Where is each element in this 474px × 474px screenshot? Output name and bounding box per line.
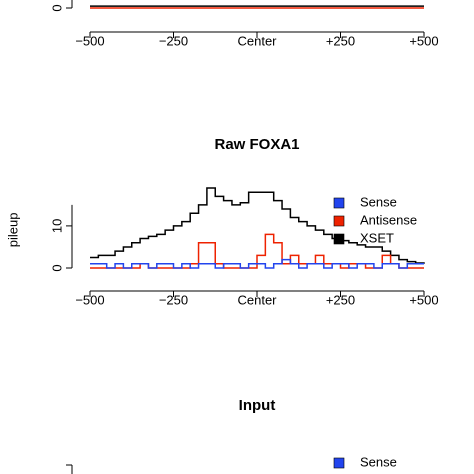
x-tick-label: Center [237,292,277,307]
series-line [90,258,424,269]
x-tick-label: +250 [326,33,355,48]
series-line [90,187,425,264]
x-tick-label: +500 [409,33,438,48]
legend-label: Sense [360,194,397,209]
x-tick-label: −500 [75,292,104,307]
x-tick-label: +500 [409,292,438,307]
chart-title: Raw FOXA1 [214,136,299,153]
y-tick-label: 10 [49,219,64,233]
x-tick-label: Center [237,33,277,48]
x-tick-label: −250 [159,33,188,48]
chart-title: Input [239,397,276,414]
legend-swatch [333,215,345,227]
y-tick-label: 0 [49,264,64,271]
legend-label: Antisense [360,212,417,227]
legend-label: XSET [360,230,394,245]
x-tick-label: −250 [159,292,188,307]
legend-swatch [333,197,345,209]
x-tick-label: −500 [75,33,104,48]
y-tick-label: 0 [49,4,64,11]
legend-label: Sense [360,454,397,469]
legend-swatch [333,457,345,469]
y-axis-label: pileup [5,213,20,248]
x-tick-label: +250 [326,292,355,307]
